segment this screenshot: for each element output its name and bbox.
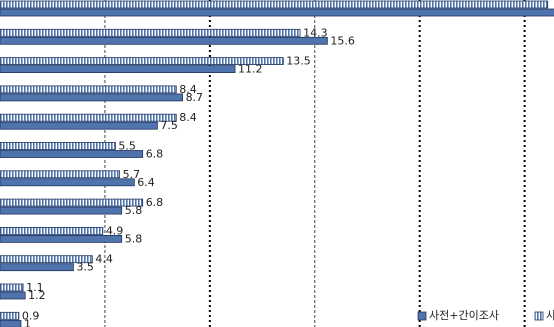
bar [0,113,177,122]
value-label: 8.4 [179,83,197,96]
bar [0,65,236,73]
value-label: 8.4 [179,111,197,124]
bar [0,291,26,300]
value-label: 6.8 [146,148,164,161]
bar [0,178,135,187]
bar [0,85,177,94]
bar [0,57,284,65]
bar [0,311,20,320]
bar [0,8,554,17]
value-label: 0.9 [22,309,40,322]
value-label: 4.9 [106,224,124,237]
bar [0,263,74,272]
value-label: 14.3 [303,26,328,39]
bar [0,36,328,45]
bar [0,28,301,37]
value-label: 7.5 [160,119,178,132]
value-label: 1.1 [26,281,44,294]
value-label: 5.8 [125,232,143,245]
legend-swatch [534,311,544,321]
bar [0,93,183,102]
bar [0,0,549,9]
bar [0,283,24,292]
bar [0,226,104,235]
bar [0,234,123,243]
value-label: 1 [24,317,31,327]
bar [0,198,144,207]
bar [0,142,116,150]
bar [0,121,158,130]
value-label: 13.5 [286,55,311,68]
legend-label: 사 [546,309,554,322]
bar [0,150,144,158]
value-label: 1.2 [28,289,45,302]
value-label: 15.6 [330,34,355,47]
value-label: 3.5 [76,261,94,274]
value-label: 6.4 [137,176,155,189]
bar [0,255,93,264]
value-label: 4.4 [95,253,113,266]
value-label: 6.8 [146,196,164,209]
bar [0,206,123,215]
value-label: 5.8 [125,204,143,217]
value-label: 11.2 [238,63,263,76]
value-label: 8.7 [186,91,204,104]
bar [0,170,121,179]
bar [0,319,22,327]
value-label: 5.5 [118,140,135,153]
value-label: 5.7 [123,168,141,181]
legend-label: 사전+간이조사 [429,309,499,322]
legend-swatch [417,311,427,321]
